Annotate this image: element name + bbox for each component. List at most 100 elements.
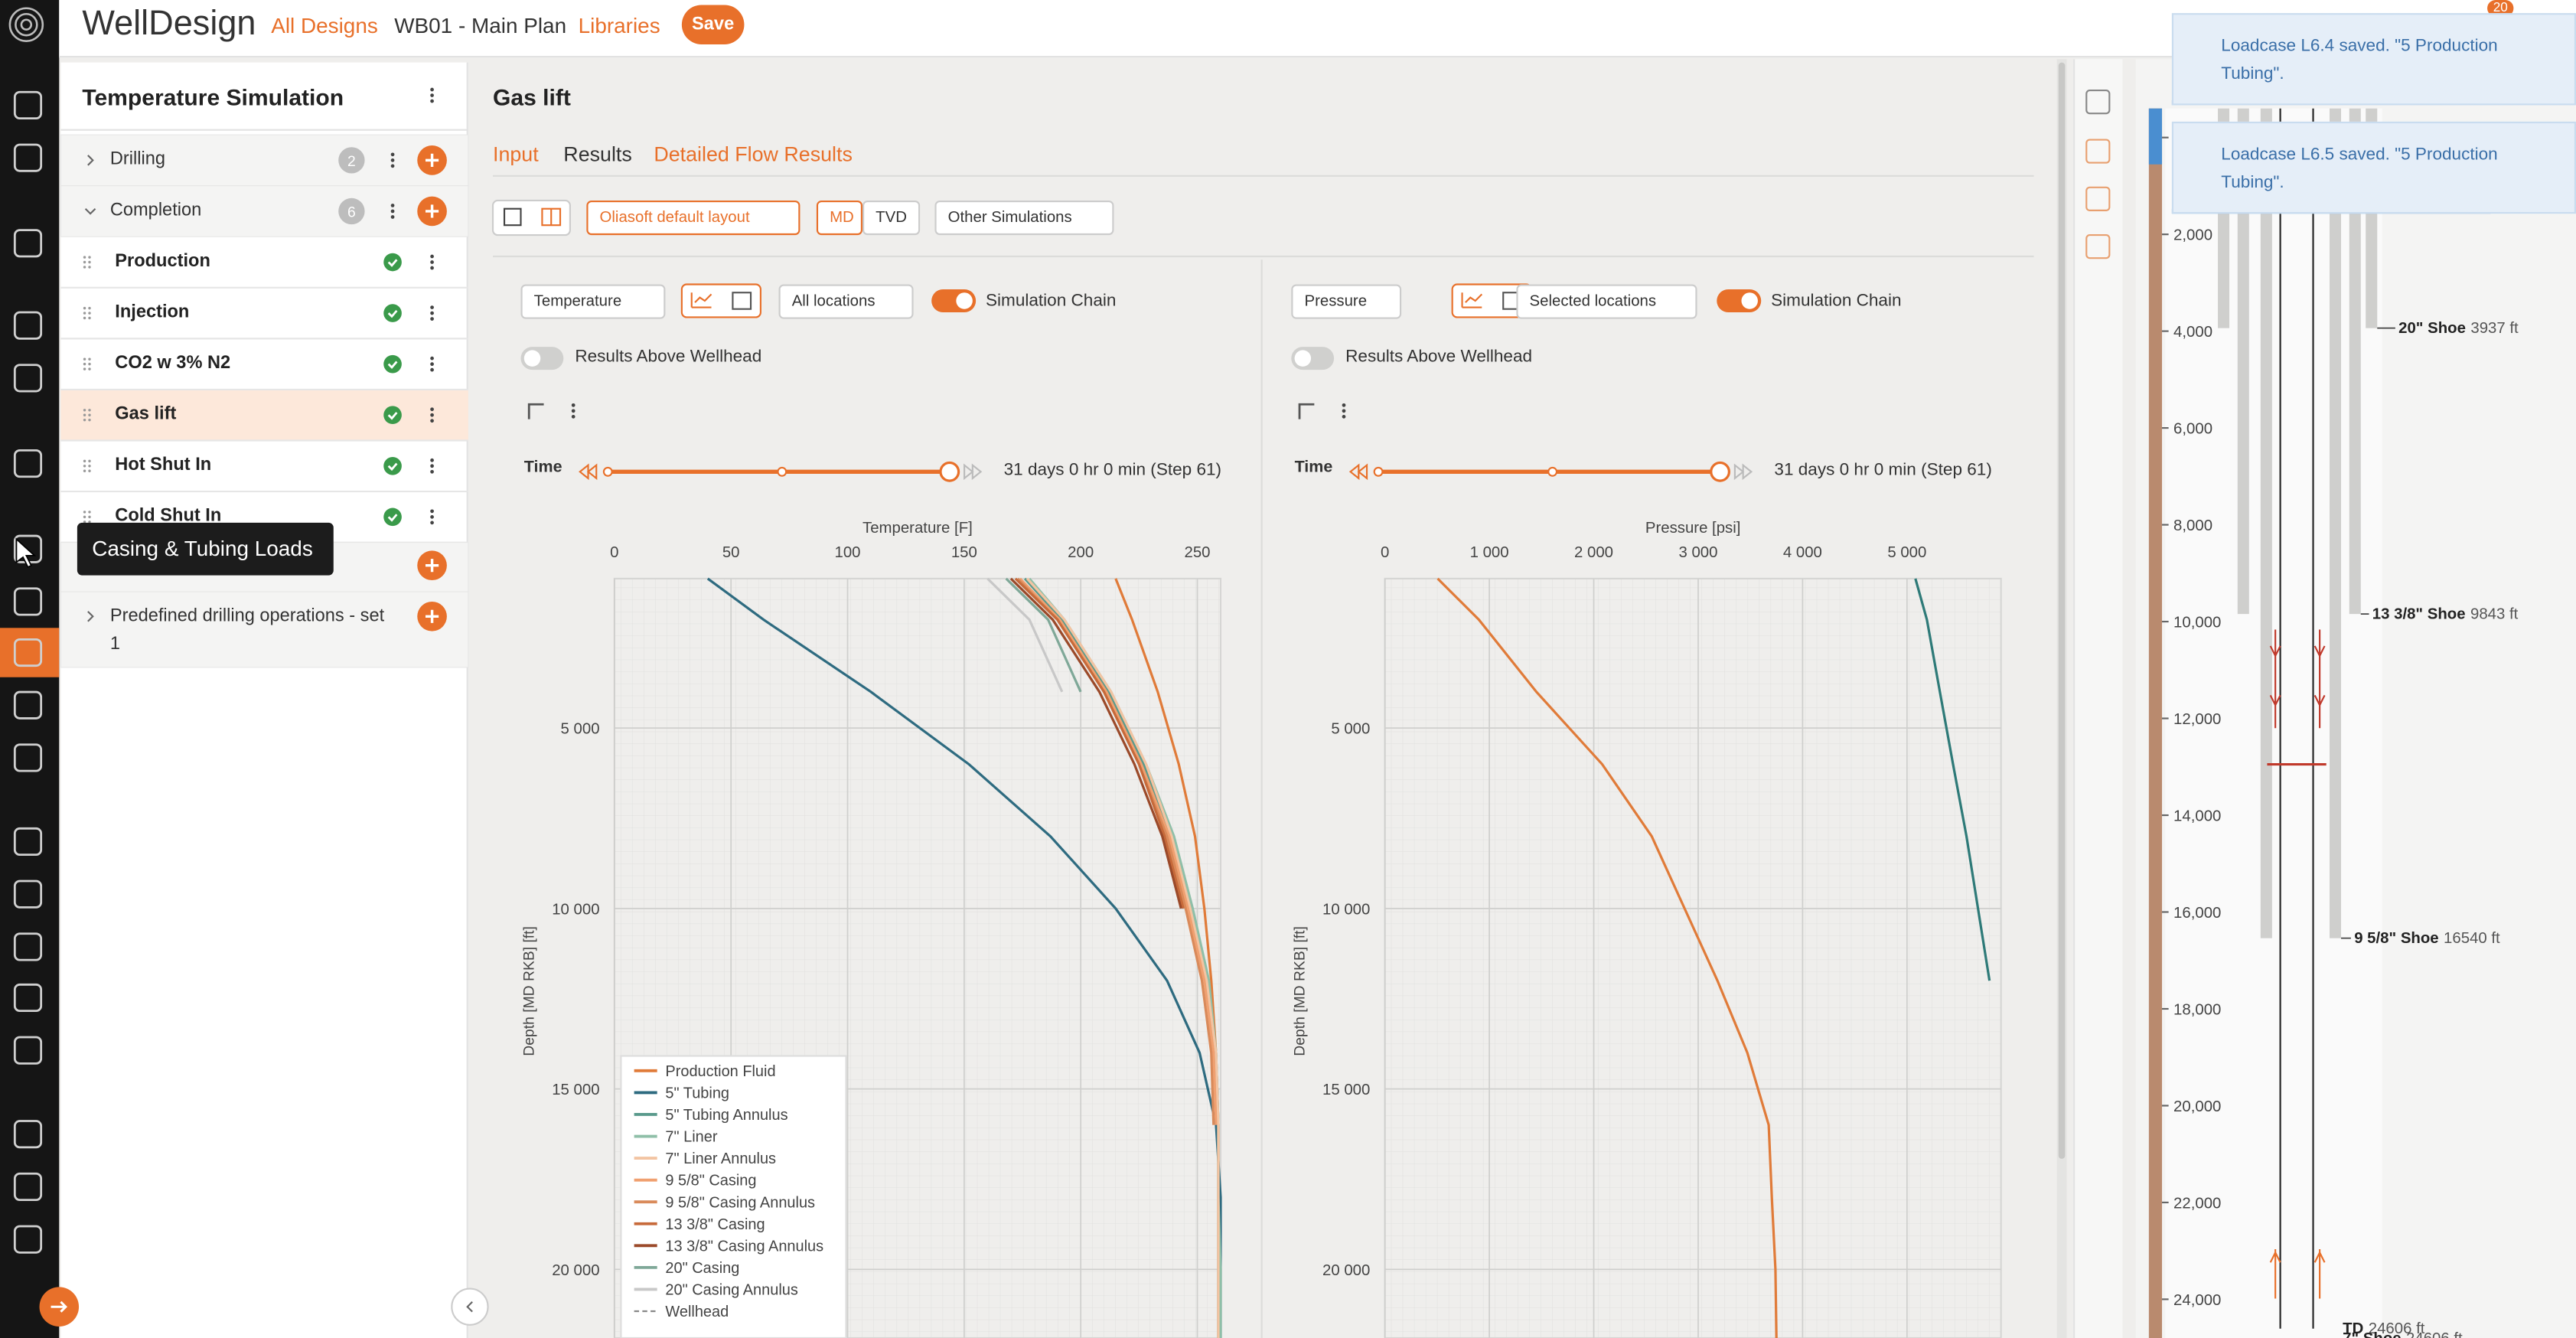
shoe-label: 7" Shoe 24606 ft [2343,1330,2463,1338]
collapse-button[interactable] [451,1287,489,1326]
item-label[interactable]: Gas lift [115,403,177,423]
tool-icon[interactable] [2085,139,2111,164]
drag-dot [88,362,91,366]
x-tick-label: 200 [1068,544,1094,561]
drag-dot [83,362,86,366]
group-label[interactable]: Completion [109,199,202,220]
drag-dot [88,266,91,269]
quantity-dropdown[interactable]: Temperature [520,284,666,319]
tvd-toggle[interactable]: TVD [862,200,921,236]
nav-icon[interactable] [13,364,43,393]
kebab-dot [1342,415,1346,419]
slider-dot [1373,466,1384,477]
logo-ring [20,18,33,31]
drag-dot [88,306,91,310]
nav-icon[interactable] [13,1225,43,1254]
tool-icon[interactable] [2085,186,2111,211]
status-ok [383,253,402,272]
legend-label: 9 5/8" Casing Annulus [665,1194,815,1211]
nav-link[interactable]: All Designs [271,13,378,38]
drag-dot [83,515,86,519]
shoe-label: 9 5/8" Shoe 16540 ft [2354,930,2500,947]
tab[interactable]: Detailed Flow Results [654,142,853,166]
slider-thumb[interactable] [1710,461,1730,482]
nav-icon[interactable] [13,587,43,616]
legend-label: 20" Casing [665,1260,739,1277]
nav-icon[interactable] [13,449,43,478]
nav-icon[interactable] [13,229,43,258]
drag-dot [83,511,86,514]
nav-active [0,628,60,677]
nav-icon[interactable] [13,1036,43,1065]
plus-icon [425,609,439,623]
group-label[interactable]: Predefined drilling operations - set 1 [109,606,385,654]
drag-dot [83,469,86,472]
quantity-dropdown[interactable]: Pressure [1291,284,1402,319]
kebab-dot [390,209,395,214]
toggle-knob [1294,350,1312,367]
tab[interactable]: Input [493,142,539,166]
kebab-dot [390,215,395,219]
formation [2148,108,2163,1338]
tab[interactable]: Results [563,142,632,166]
shoe-label: TD 24606 ft [2343,1320,2425,1337]
nav-icon[interactable] [13,879,43,909]
nav-icon[interactable] [13,827,43,857]
y-tick-label: 5 000 [1331,721,1370,738]
tool-icon[interactable] [2085,234,2111,259]
item-label[interactable]: Injection [115,302,190,321]
nav-link[interactable]: WB01 - Main Plan [394,13,567,38]
nav-icon[interactable] [13,932,43,961]
x-tick-label: 50 [722,544,740,561]
item-label[interactable]: Production [115,250,210,271]
locations-dropdown[interactable]: All locations [778,284,914,319]
chart-icon [690,292,712,308]
legend [620,1055,847,1338]
locations-dropdown[interactable]: Selected locations [1516,284,1697,319]
kebab-dot [430,469,434,474]
drag-dot [83,413,86,416]
legend-label: 7" Liner [665,1129,717,1146]
nav-icon[interactable] [13,983,43,1013]
tool-icon[interactable] [2085,90,2111,115]
kebab-dot [430,266,434,270]
shoe-depth: 24606 ft [2406,1330,2463,1338]
item-label[interactable]: Hot Shut In [115,454,212,475]
toggle-label: Results Above Wellhead [575,347,762,367]
drag-dot [88,256,91,259]
toggle-label: Simulation Chain [1771,291,1902,311]
time-text: 31 days 0 hr 0 min (Step 61) [1774,460,1992,481]
nav-icon[interactable] [13,743,43,772]
md-toggle[interactable]: MD [816,200,863,236]
logo-ring [8,7,44,42]
item-label[interactable]: Cold Shut In [115,505,222,526]
x-tick-label: 250 [1185,544,1211,561]
slider-thumb[interactable] [939,461,960,482]
y-tick-label: 15 000 [1322,1082,1370,1098]
shoe-name: 13 3/8" Shoe [2372,606,2466,623]
nav-icon[interactable] [13,638,43,667]
depth-tick-label: 22,000 [2173,1195,2221,1212]
other-dropdown[interactable]: Other Simulations [934,200,1114,236]
nav-icon[interactable] [13,90,43,120]
nav-icon[interactable] [13,690,43,720]
save-button[interactable]: Save [681,5,745,44]
plus-icon [425,204,439,218]
drag-dot [88,409,91,412]
forward [964,463,983,481]
count: 6 [347,204,356,220]
layout-dropdown[interactable]: Oliasoft default layout [586,200,801,236]
nav-icon[interactable] [13,1172,43,1202]
logo-text: WellDesign [82,5,256,43]
chart-view[interactable] [680,283,761,318]
group-label[interactable]: Drilling [109,148,166,169]
nav-icon[interactable] [13,1120,43,1149]
depth-tick-label: 4,000 [2173,324,2212,341]
item-label[interactable]: CO2 w 3% N2 [115,352,231,373]
nav-link[interactable]: Libraries [578,13,660,38]
nav-icon[interactable] [13,143,43,172]
nav-icon[interactable] [13,311,43,340]
plus-icon [425,559,439,573]
